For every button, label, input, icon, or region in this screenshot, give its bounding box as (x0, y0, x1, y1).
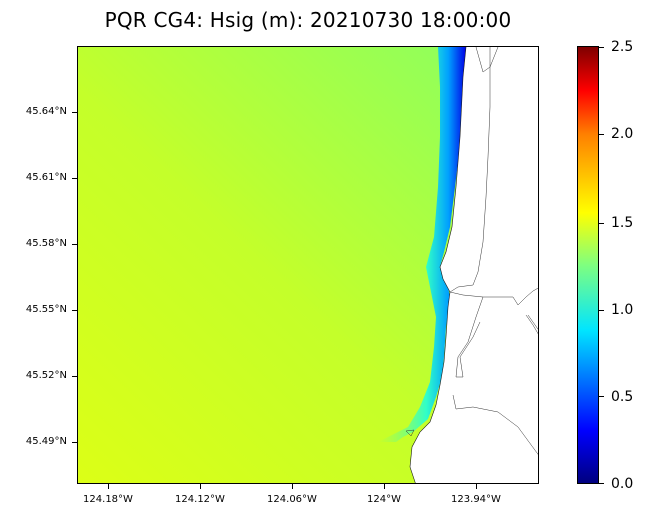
lat-tick (72, 112, 77, 113)
wave-height-field (78, 47, 538, 483)
shoreline-low-wave-band (378, 47, 466, 442)
lat-label: 45.52°N (25, 370, 67, 381)
lat-label: 45.61°N (25, 172, 67, 183)
colorbar-tick (599, 47, 604, 48)
lat-tick (72, 178, 77, 179)
lon-label: 124.12°W (175, 494, 225, 505)
lat-tick (72, 442, 77, 443)
lon-tick (476, 484, 477, 489)
colorbar-label: 1.5 (611, 215, 634, 231)
colorbar-label: 2.5 (611, 39, 634, 55)
map-title: PQR CG4: Hsig (m): 20210730 18:00:00 (104, 8, 512, 32)
colorbar-tick (599, 483, 604, 484)
lon-tick (292, 484, 293, 489)
lon-label: 123.94°W (451, 494, 501, 505)
lon-tick (108, 484, 109, 489)
lon-label: 124.06°W (267, 494, 317, 505)
lat-tick (72, 244, 77, 245)
colorbar-label: 1.0 (611, 302, 634, 318)
estuary-outline (449, 287, 538, 306)
lat-label: 45.58°N (25, 238, 67, 249)
lon-label: 124.18°W (83, 494, 133, 505)
island-outline (405, 429, 415, 437)
colorbar-tick (599, 396, 604, 397)
colorbar-tick (599, 223, 604, 224)
bay-outline (449, 47, 491, 293)
coastline (409, 47, 467, 483)
colorbar-label: 0.0 (611, 476, 634, 492)
colorbar-label: 2.0 (611, 126, 634, 142)
lat-label: 45.64°N (25, 106, 67, 117)
map-panel[interactable] (77, 46, 539, 484)
lower-bay-outline (452, 394, 538, 455)
inlet-outline (525, 314, 538, 335)
lat-label: 45.55°N (25, 304, 67, 315)
lon-label: 124°W (367, 494, 401, 505)
lat-tick (72, 376, 77, 377)
lat-tick (72, 310, 77, 311)
colorbar (577, 46, 599, 484)
river-outline (455, 296, 484, 378)
lon-tick (384, 484, 385, 489)
colorbar-tick (599, 310, 604, 311)
top-inlet-outline (475, 47, 499, 73)
lat-label: 45.49°N (25, 436, 67, 447)
colorbar-label: 0.5 (611, 389, 634, 405)
colorbar-tick (599, 134, 604, 135)
lon-tick (200, 484, 201, 489)
